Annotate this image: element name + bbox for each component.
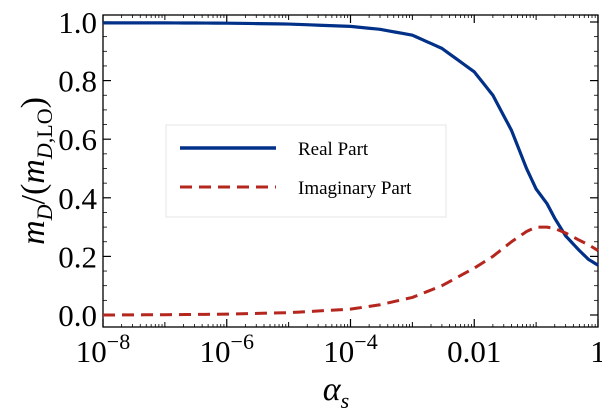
y-tick-label: 0.0: [58, 298, 97, 333]
x-tick-label: 1: [590, 334, 602, 369]
y-tick-label: 0.6: [58, 122, 97, 157]
y-axis-label: mD/(mD,LO): [15, 97, 57, 245]
series-line-imaginary: [102, 225, 599, 317]
y-tick-label: 0.4: [58, 181, 97, 216]
y-tick-label: 0.8: [58, 64, 97, 99]
x-tick-label: 10−4: [323, 329, 377, 369]
x-tick-label: 10−6: [200, 329, 254, 369]
x-tick-label: 0.01: [447, 334, 501, 369]
series-line-real: [103, 21, 599, 267]
x-tick-label: 10−8: [76, 329, 130, 369]
x-axis-label: αs: [323, 371, 349, 408]
legend-label-real: Real Part: [298, 139, 369, 160]
y-tick-label: 1.0: [58, 5, 97, 40]
series-layer: [102, 21, 599, 317]
legend: Real Part Imaginary Part: [165, 124, 447, 218]
y-tick-label: 0.2: [58, 239, 97, 274]
legend-box: [165, 124, 447, 218]
legend-label-imaginary: Imaginary Part: [298, 178, 412, 199]
ticks: 10−8 10−6 10−4 0.01 1 0.0 0.2 0.4 0.6 0.8 1.0: [58, 5, 602, 369]
